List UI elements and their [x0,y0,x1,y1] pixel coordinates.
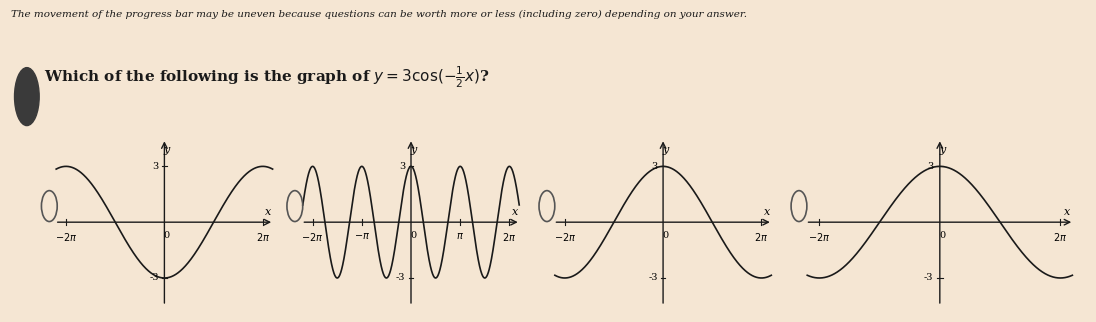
Text: x: x [1064,207,1071,217]
Text: x: x [512,207,518,217]
Text: 0: 0 [410,232,416,241]
Text: The movement of the progress bar may be uneven because questions can be worth mo: The movement of the progress bar may be … [11,10,747,19]
Text: $2\pi$: $2\pi$ [1053,232,1068,243]
Text: -3: -3 [149,273,159,282]
Text: -3: -3 [396,273,406,282]
Text: $2\pi$: $2\pi$ [255,232,270,243]
Text: y: y [939,145,946,155]
Text: $2\pi$: $2\pi$ [754,232,768,243]
Text: 0: 0 [939,232,946,241]
Text: -3: -3 [648,273,658,282]
Text: $-2\pi$: $-2\pi$ [553,232,575,243]
Text: 3: 3 [152,162,159,171]
Text: x: x [764,207,770,217]
Text: 0: 0 [163,232,170,241]
Text: y: y [410,145,416,155]
Text: y: y [662,145,669,155]
Text: $2\pi$: $2\pi$ [502,232,516,243]
Text: -3: -3 [924,273,933,282]
Text: y: y [163,145,170,155]
Circle shape [14,68,39,126]
Text: 3: 3 [927,162,933,171]
Text: x: x [265,207,272,217]
Text: $-2\pi$: $-2\pi$ [301,232,323,243]
Text: $-2\pi$: $-2\pi$ [55,232,77,243]
Text: 3: 3 [399,162,406,171]
Text: $-\pi$: $-\pi$ [354,232,369,242]
Text: 0: 0 [662,232,669,241]
Text: 3: 3 [651,162,658,171]
Text: $-2\pi$: $-2\pi$ [808,232,831,243]
Text: $\pi$: $\pi$ [456,232,465,242]
Text: Which of the following is the graph of $y = 3\cos(-\frac{1}{2}x)$?: Which of the following is the graph of $… [44,64,490,90]
